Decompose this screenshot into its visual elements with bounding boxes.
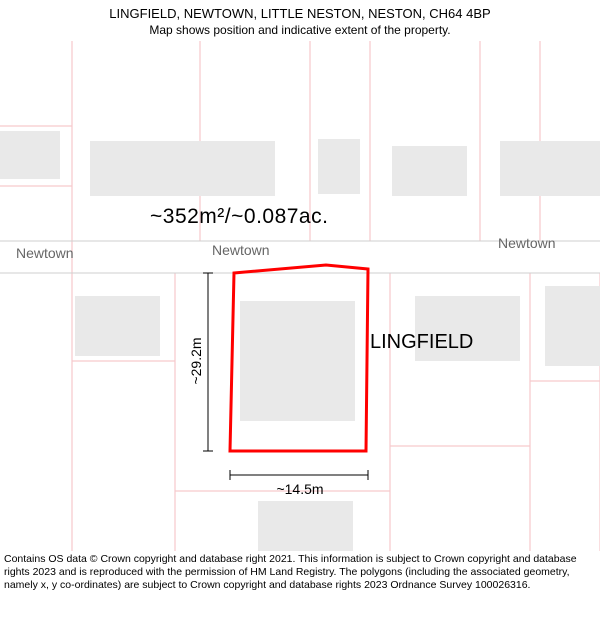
road-label: Newtown [16, 245, 74, 261]
road-label: Newtown [212, 242, 270, 258]
road-label: Newtown [498, 235, 556, 251]
page-subtitle: Map shows position and indicative extent… [0, 23, 600, 37]
height-dimension: ~29.2m [188, 321, 204, 401]
width-dimension: ~14.5m [265, 481, 335, 497]
page-title: LINGFIELD, NEWTOWN, LITTLE NESTON, NESTO… [0, 6, 600, 21]
copyright-footer: Contains OS data © Crown copyright and d… [0, 551, 600, 592]
property-name-label: LINGFIELD [370, 331, 473, 354]
map-svg [0, 41, 600, 551]
map-canvas: Newtown Newtown Newtown ~352m²/~0.087ac. LIN… [0, 41, 600, 551]
header: LINGFIELD, NEWTOWN, LITTLE NESTON, NESTO… [0, 0, 600, 37]
area-measurement: ~352m²/~0.087ac. [150, 205, 328, 229]
